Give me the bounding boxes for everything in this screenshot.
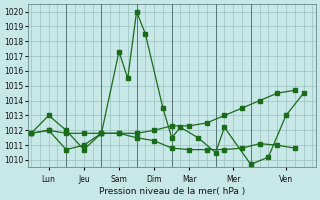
X-axis label: Pression niveau de la mer( hPa ): Pression niveau de la mer( hPa ): [99, 187, 245, 196]
